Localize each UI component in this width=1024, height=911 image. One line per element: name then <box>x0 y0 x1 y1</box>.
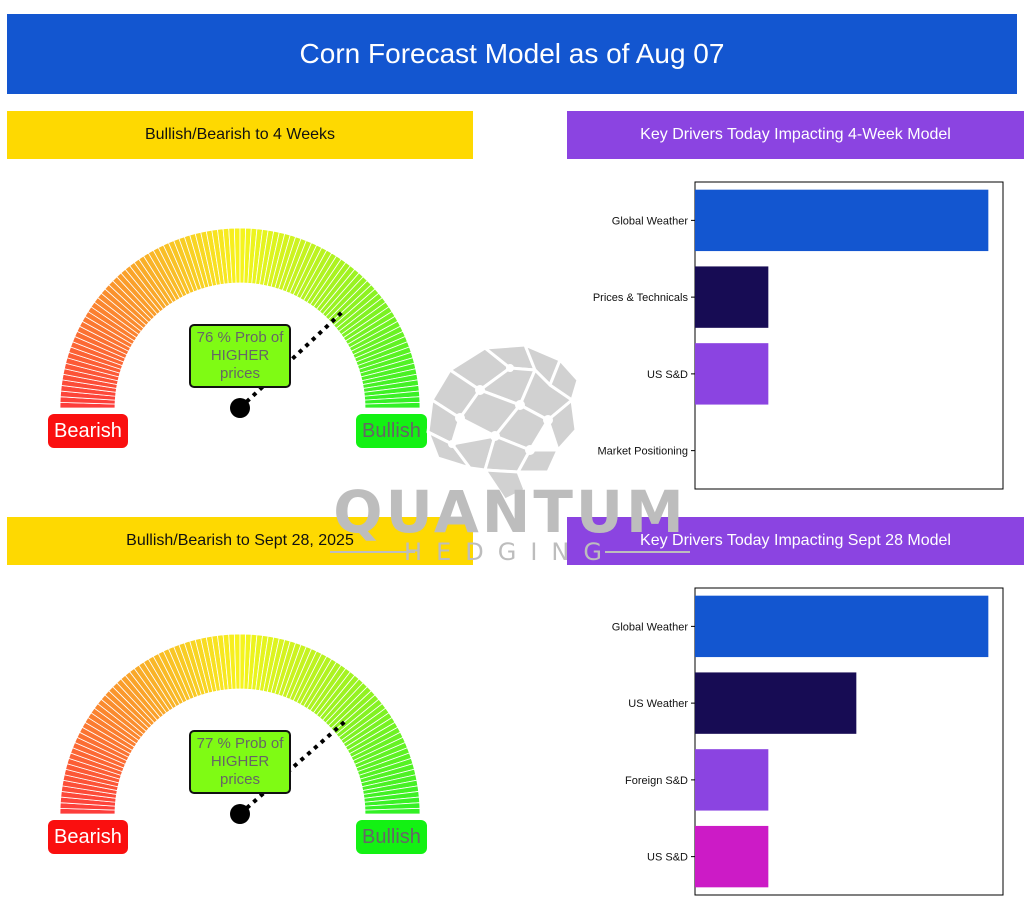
probability-box: 76 % Prob of HIGHER prices <box>189 324 291 388</box>
bar-global-weather <box>695 595 989 658</box>
page-title: Corn Forecast Model as of Aug 07 <box>299 38 725 69</box>
bullish-label: Bullish <box>356 414 427 448</box>
bearish-label-text: Bearish <box>54 419 122 442</box>
bar-us-s-d <box>695 825 769 888</box>
bullish-label: Bullish <box>356 820 427 854</box>
bearish-label: Bearish <box>48 414 128 448</box>
y-tick-label: US Weather <box>628 698 688 710</box>
y-tick-label: Global Weather <box>612 215 689 227</box>
drivers-sept-chart: Global Weather US Weather Foreign S&D US S&… <box>575 587 1015 900</box>
probability-line2: HIGHER <box>210 347 270 364</box>
bar-foreign-s-d <box>695 749 769 811</box>
gauge-sept-svg <box>59 633 421 824</box>
probability-line1: 76 % Prob of <box>196 329 284 346</box>
gauge-sept: Bearish Bullish 77 % Prob of HIGHER pric… <box>40 606 440 866</box>
y-tick-label: Prices & Technicals <box>593 292 689 304</box>
y-tick-label: Foreign S&D <box>625 775 688 787</box>
drivers-4w-chart: Global Weather Prices & Technicals US S&D M… <box>575 181 1015 494</box>
y-tick-label: US S&D <box>647 369 688 381</box>
drivers-sept-header: Key Drivers Today Impacting Sept 28 Mode… <box>567 517 1024 565</box>
bar-us-weather <box>695 672 857 734</box>
y-tick-label: US S&D <box>647 852 688 864</box>
y-tick-label: Global Weather <box>612 621 689 633</box>
bearish-label-text: Bearish <box>54 825 122 848</box>
chart-plot-frame <box>694 587 1004 896</box>
gauge-needle-hub <box>230 398 250 418</box>
page-title-bar: Corn Forecast Model as of Aug 07 <box>7 14 1017 94</box>
drivers-4w-header: Key Drivers Today Impacting 4-Week Model <box>567 111 1024 159</box>
gauge-4w-header: Bullish/Bearish to 4 Weeks <box>7 111 473 159</box>
bar-prices-technicals <box>695 266 769 328</box>
bar-us-s-d <box>695 343 769 405</box>
probability-line2: HIGHER <box>210 753 270 770</box>
probability-box: 77 % Prob of HIGHER prices <box>189 730 291 794</box>
gauge-needle-hub <box>230 804 250 824</box>
probability-line1: 77 % Prob of <box>196 735 284 752</box>
bearish-label: Bearish <box>48 820 128 854</box>
bullish-label-text: Bullish <box>362 825 421 848</box>
chart-plot-frame <box>694 181 1004 490</box>
drivers-sept-header-label: Key Drivers Today Impacting Sept 28 Mode… <box>640 532 951 549</box>
probability-line3: prices <box>219 365 260 382</box>
drivers-sept-chart-svg: Global Weather US Weather Foreign S&D US S&… <box>612 587 1004 896</box>
bullish-label-text: Bullish <box>362 419 421 442</box>
probability-line3: prices <box>219 771 260 788</box>
gauge-4w: Bearish Bullish 76 % Prob of HIGHER pric… <box>40 200 440 460</box>
drivers-4w-chart-svg: Global Weather Prices & Technicals US S&D M… <box>593 181 1004 490</box>
gauge-segment <box>364 807 421 815</box>
bar-global-weather <box>695 189 989 252</box>
gauge-segment <box>364 401 421 409</box>
gauge-4w-svg <box>59 227 421 418</box>
gauge-sept-header-label: Bullish/Bearish to Sept 28, 2025 <box>126 532 354 549</box>
gauge-sept-header: Bullish/Bearish to Sept 28, 2025 <box>7 517 473 565</box>
drivers-4w-header-label: Key Drivers Today Impacting 4-Week Model <box>640 126 951 143</box>
y-tick-label: Market Positioning <box>598 446 689 458</box>
gauge-4w-header-label: Bullish/Bearish to 4 Weeks <box>144 126 335 143</box>
